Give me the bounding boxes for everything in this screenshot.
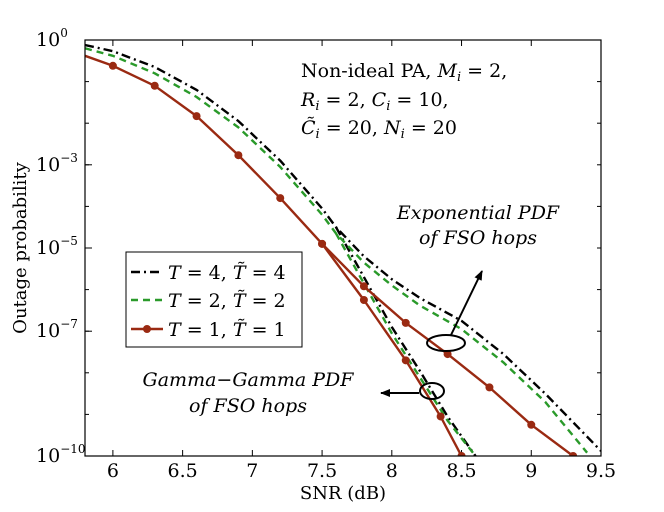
exponential-label-line-1: Exponential PDF [396,202,560,224]
exponential-arrow [450,270,483,336]
y-axis-label: Outage probability [10,161,31,333]
gamma-label-line-1: Gamma−Gamma PDF [143,369,355,391]
param-line-2: Ri = 2, Ci = 10, [300,89,449,114]
exponential-label-line-2: of FSO hops [419,227,537,249]
series-3-exponential-marker [569,452,578,456]
x-axis-label: SNR (dB) [300,483,386,504]
gamma-annotation: Gamma−Gamma PDF of FSO hops [143,369,445,417]
param-line-1: Non-ideal PA, Mi = 2, [301,60,507,85]
gamma-label-line-2: of FSO hops [189,395,307,417]
series-3-exponential-marker [401,318,410,327]
tick-labels: 6 6.5 7 7.5 8 8.5 9 9.5 100 10−3 10−5 10−7 10−10 [36,26,616,482]
series-1-gamma-line [334,226,477,456]
series-3-exponential-marker [150,81,159,90]
series-3-exponential-marker [108,61,117,70]
x-tick-label: 9 [525,460,537,482]
legend-label-1: T = 4, T̃ = 4 [168,262,286,284]
exponential-ellipse [426,334,466,352]
y-tick-label: 100 [36,26,68,51]
y-tick-label: 10−5 [36,234,78,259]
y-tick-label: 10−10 [36,442,86,467]
series-3-exponential-marker [527,420,536,429]
x-tick-label: 9.5 [586,460,616,482]
param-line-3: C̃i = 20, Ni = 20 [301,117,457,142]
series-3-gamma-marker [457,452,466,456]
legend-label-3: T = 1, T̃ = 1 [168,319,286,341]
series-3-exponential-marker [192,112,201,121]
series-3-gamma-marker [318,239,327,248]
series-3-gamma-marker [436,412,445,421]
series-3-gamma-marker [401,356,410,365]
series-3-exponential-marker [276,194,285,203]
series-3-exponential-marker [234,151,243,160]
series-3-exponential-marker [485,383,494,392]
y-tick-label: 10−3 [36,151,78,176]
x-tick-label: 7.5 [307,460,337,482]
legend: T = 4, T̃ = 4 T = 2, T̃ = 2 T = 1, T̃ = 1 [125,251,303,348]
series-3-gamma-marker [359,296,368,304]
legend-marker-3 [143,325,151,333]
x-tick-label: 6.5 [168,460,198,482]
legend-label-2: T = 2, T̃ = 2 [168,290,286,312]
series-3-exponential-marker [359,282,368,291]
y-tick-label: 10−7 [36,317,78,342]
plot-frame [84,39,602,457]
gamma-ellipse [419,382,445,400]
exponential-annotation: Exponential PDF of FSO hops [396,202,560,352]
x-tick-label: 6 [107,460,119,482]
series-layer [85,43,601,456]
x-tick-label: 8.5 [446,460,476,482]
series-3-exponential-marker [443,350,452,359]
x-tick-label: 8 [386,460,398,482]
parameter-annotation: Non-ideal PA, Mi = 2, Ri = 2, Ci = 10, C… [300,60,507,142]
x-tick-label: 7 [246,460,258,482]
